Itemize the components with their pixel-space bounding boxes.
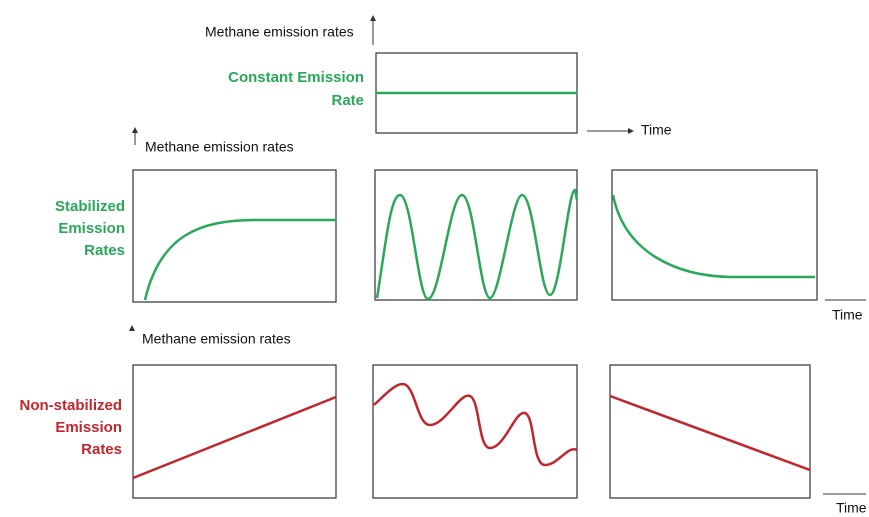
curve (132, 395, 337, 480)
time-label: Time (641, 122, 672, 138)
axis-label: Methane emission rates (205, 24, 354, 40)
curve (143, 218, 336, 301)
plot-box (611, 169, 818, 301)
time-label: Time (836, 500, 867, 516)
row-label: Emission (58, 220, 125, 237)
plot-box (609, 364, 811, 499)
row-label: Rates (81, 441, 122, 458)
curve (611, 194, 815, 279)
row-label: Emission (55, 419, 122, 436)
time-label: Time (832, 307, 863, 323)
curve (373, 382, 578, 467)
curve (375, 188, 579, 301)
plot-box (132, 169, 337, 303)
row-label: Stabilized (55, 198, 125, 215)
curve (609, 394, 811, 472)
row-label: Rates (84, 242, 125, 259)
plot-box (132, 364, 337, 499)
non-stabilized-row: Methane emission rates Non-stabilized Em… (19, 325, 867, 516)
row-label: Constant Emission (228, 69, 364, 86)
row-label: Non-stabilized (19, 397, 122, 414)
stabilized-row: Methane emission rates Stabilized Emissi… (55, 127, 866, 323)
row-label: Rate (331, 92, 364, 109)
axis-label: Methane emission rates (142, 331, 291, 347)
axis-label: Methane emission rates (145, 139, 294, 155)
constant-row: Methane emission rates Constant Emission… (205, 15, 672, 138)
